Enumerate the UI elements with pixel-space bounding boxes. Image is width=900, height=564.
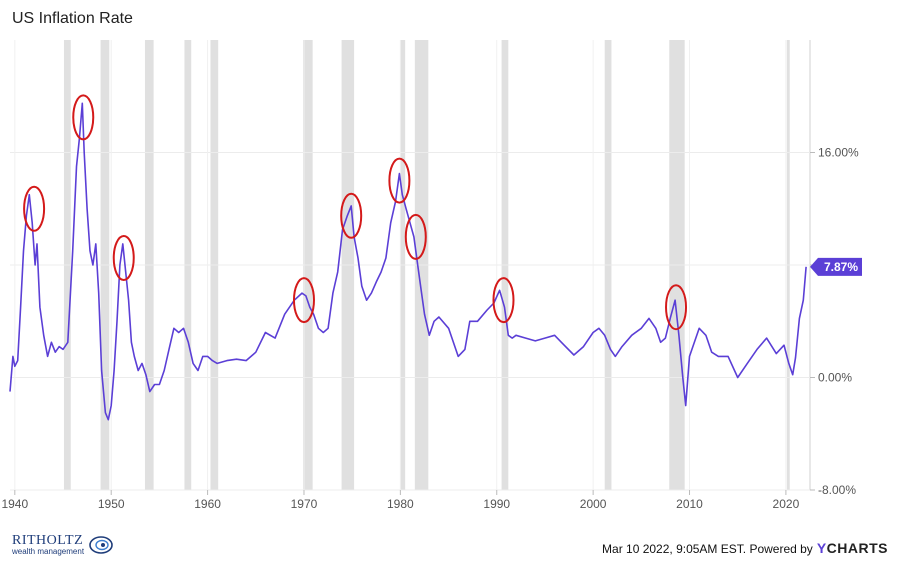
last-value-badge-shape (810, 257, 862, 276)
highlight-circle (404, 213, 427, 260)
series-line (9, 102, 807, 421)
logo-text: RITHOLTZ wealth management (12, 534, 84, 556)
highlight-circle (492, 277, 515, 324)
ritholtz-swirl-icon (89, 536, 113, 554)
y-tick-label: 0.00% (818, 371, 852, 385)
logo-name: RITHOLTZ (12, 533, 84, 548)
highlight-circles (23, 94, 688, 331)
x-tick-label: 1980 (387, 497, 414, 511)
x-tick-label: 2010 (676, 497, 703, 511)
ycharts-brand[interactable]: YCHARTS (817, 540, 888, 556)
chart-title: US Inflation Rate (12, 10, 133, 27)
x-tick-label: 1950 (98, 497, 125, 511)
last-value-label: 7.87% (824, 260, 858, 274)
highlight-circle (72, 94, 95, 141)
highlight-circle (23, 185, 46, 232)
highlight-circle (340, 192, 363, 239)
x-tick-label: 1970 (291, 497, 318, 511)
x-tick-label: 1940 (1, 497, 28, 511)
highlight-circle (665, 284, 688, 331)
x-axis-ticks: 1940 1950 1960 1970 1980 1990 2000 2010 2020 (1, 490, 800, 511)
y-axis-ticks: -8.00%0.00%8.00%16.00% (810, 146, 859, 497)
y-tick-label: 16.00% (818, 146, 859, 160)
ritholtz-logo: RITHOLTZ wealth management (12, 534, 114, 556)
last-value-badge: 7.87% (810, 257, 862, 276)
x-tick-label: 1990 (483, 497, 510, 511)
ycharts-y-letter: Y (816, 540, 827, 556)
ycharts-rest: CHARTS (826, 540, 888, 556)
logo-subtitle: wealth management (12, 547, 85, 556)
highlight-circle (388, 157, 411, 204)
footer-timestamp: Mar 10 2022, 9:05AM EST. Powered by (602, 542, 813, 556)
highlight-circle (292, 277, 315, 324)
footer-attribution: Mar 10 2022, 9:05AM EST. Powered by YCHA… (602, 540, 888, 556)
gridlines (10, 40, 811, 491)
highlight-circle (112, 234, 135, 281)
x-tick-label: 2000 (580, 497, 607, 511)
x-tick-label: 2020 (773, 497, 800, 511)
y-tick-label: -8.00% (818, 483, 856, 497)
series-layer (9, 102, 807, 421)
x-tick-label: 1960 (194, 497, 221, 511)
